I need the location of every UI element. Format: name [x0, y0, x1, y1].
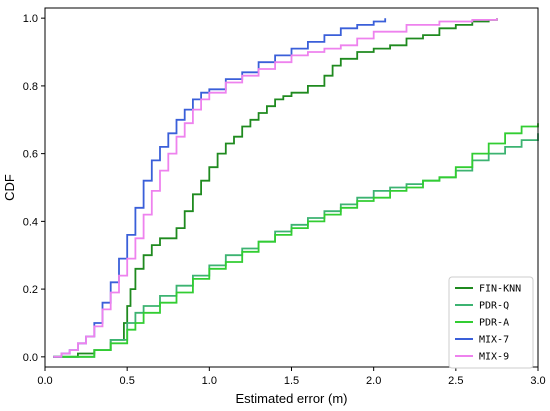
y-tick-label: 0.4: [23, 216, 38, 228]
series-line-mix-7: [53, 18, 387, 358]
x-tick-label: 3.0: [530, 375, 545, 387]
x-tick-label: 1.0: [202, 375, 217, 387]
x-tick-label: 0.5: [120, 375, 135, 387]
series-line-mix-9: [53, 18, 498, 358]
x-axis-label: Estimated error (m): [236, 391, 348, 406]
legend-box: [448, 276, 534, 369]
legend-label-pdr-a: PDR-A: [479, 318, 509, 329]
series-line-fin-knn: [53, 18, 498, 358]
legend-label-mix-7: MIX-7: [479, 335, 509, 346]
series-layer: [53, 18, 539, 358]
x-tick-label: 1.5: [284, 375, 299, 387]
y-tick-label: 0.6: [23, 149, 38, 161]
x-tick-label: 2.0: [366, 375, 381, 387]
legend-label-pdr-q: PDR-Q: [479, 301, 509, 312]
series-line-pdr-a: [53, 123, 539, 358]
axes-layer: 0.0 0.5 1.0 1.5 2.0 2.5 3.0 0.0 0.2 0.4 0.6 0.8 1.0: [23, 13, 546, 387]
legend-label-mix-9: MIX-9: [479, 352, 509, 363]
y-tick-label: 0.8: [23, 81, 38, 93]
x-tick-label: 2.5: [448, 375, 463, 387]
y-tick-label: 0.2: [23, 284, 38, 296]
y-tick-label: 0.0: [23, 352, 38, 364]
y-tick-label: 1.0: [23, 13, 38, 25]
legend-label-fin-knn: FIN-KNN: [479, 284, 521, 295]
y-axis-label: CDF: [2, 174, 17, 201]
legend: FIN-KNN PDR-Q PDR-A MIX-7 MIX-9: [448, 276, 534, 369]
x-tick-label: 0.0: [37, 375, 52, 387]
